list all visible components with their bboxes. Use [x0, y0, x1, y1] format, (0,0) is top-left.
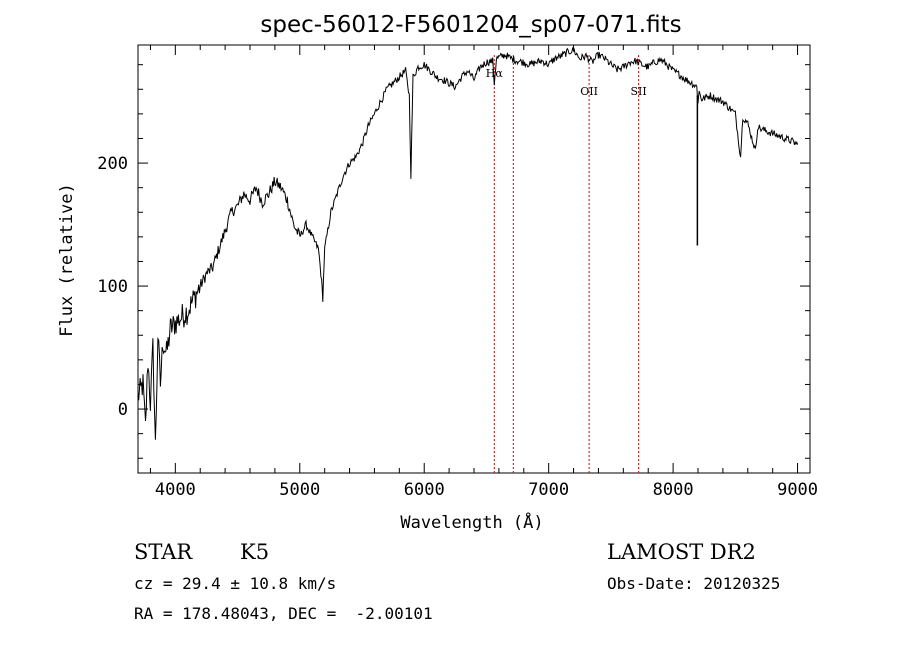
x-tick-label: 5000 — [279, 480, 320, 500]
spectral-line-label: OII — [580, 85, 598, 98]
x-tick-label: 6000 — [404, 480, 445, 500]
survey-name: LAMOST DR2 — [607, 540, 756, 564]
object-class: STAR — [134, 540, 193, 564]
x-tick-label: 4000 — [155, 480, 196, 500]
observation-date: Obs-Date: 20120325 — [607, 574, 781, 593]
x-tick-label: 9000 — [777, 480, 818, 500]
spectral-line-label: Hα — [486, 67, 504, 80]
redshift-readout: cz = 29.4 ± 10.8 km/s — [134, 574, 337, 593]
object-subclass: K5 — [240, 540, 270, 564]
x-tick-label: 7000 — [528, 480, 569, 500]
coordinates-readout: RA = 178.48043, DEC = -2.00101 — [134, 604, 433, 623]
y-tick-label: 0 — [118, 400, 128, 420]
y-tick-label: 200 — [97, 154, 128, 174]
plot-frame — [137, 44, 811, 474]
spectrum-line — [137, 47, 799, 440]
y-axis-label: Flux (relative) — [57, 183, 77, 337]
y-tick-label: 100 — [97, 277, 128, 297]
spectral-line-label: SII — [631, 85, 647, 98]
x-tick-label: 8000 — [653, 480, 694, 500]
axis-ticks: 4000 5000 6000 7000 8000 9000 0 100 200 — [97, 45, 818, 500]
spectral-line-markers: Hα OII SII — [486, 55, 647, 473]
chart-title: spec-56012-F5601204_sp07-071.fits — [260, 12, 681, 38]
x-axis-label: Wavelength (Å) — [400, 511, 543, 533]
